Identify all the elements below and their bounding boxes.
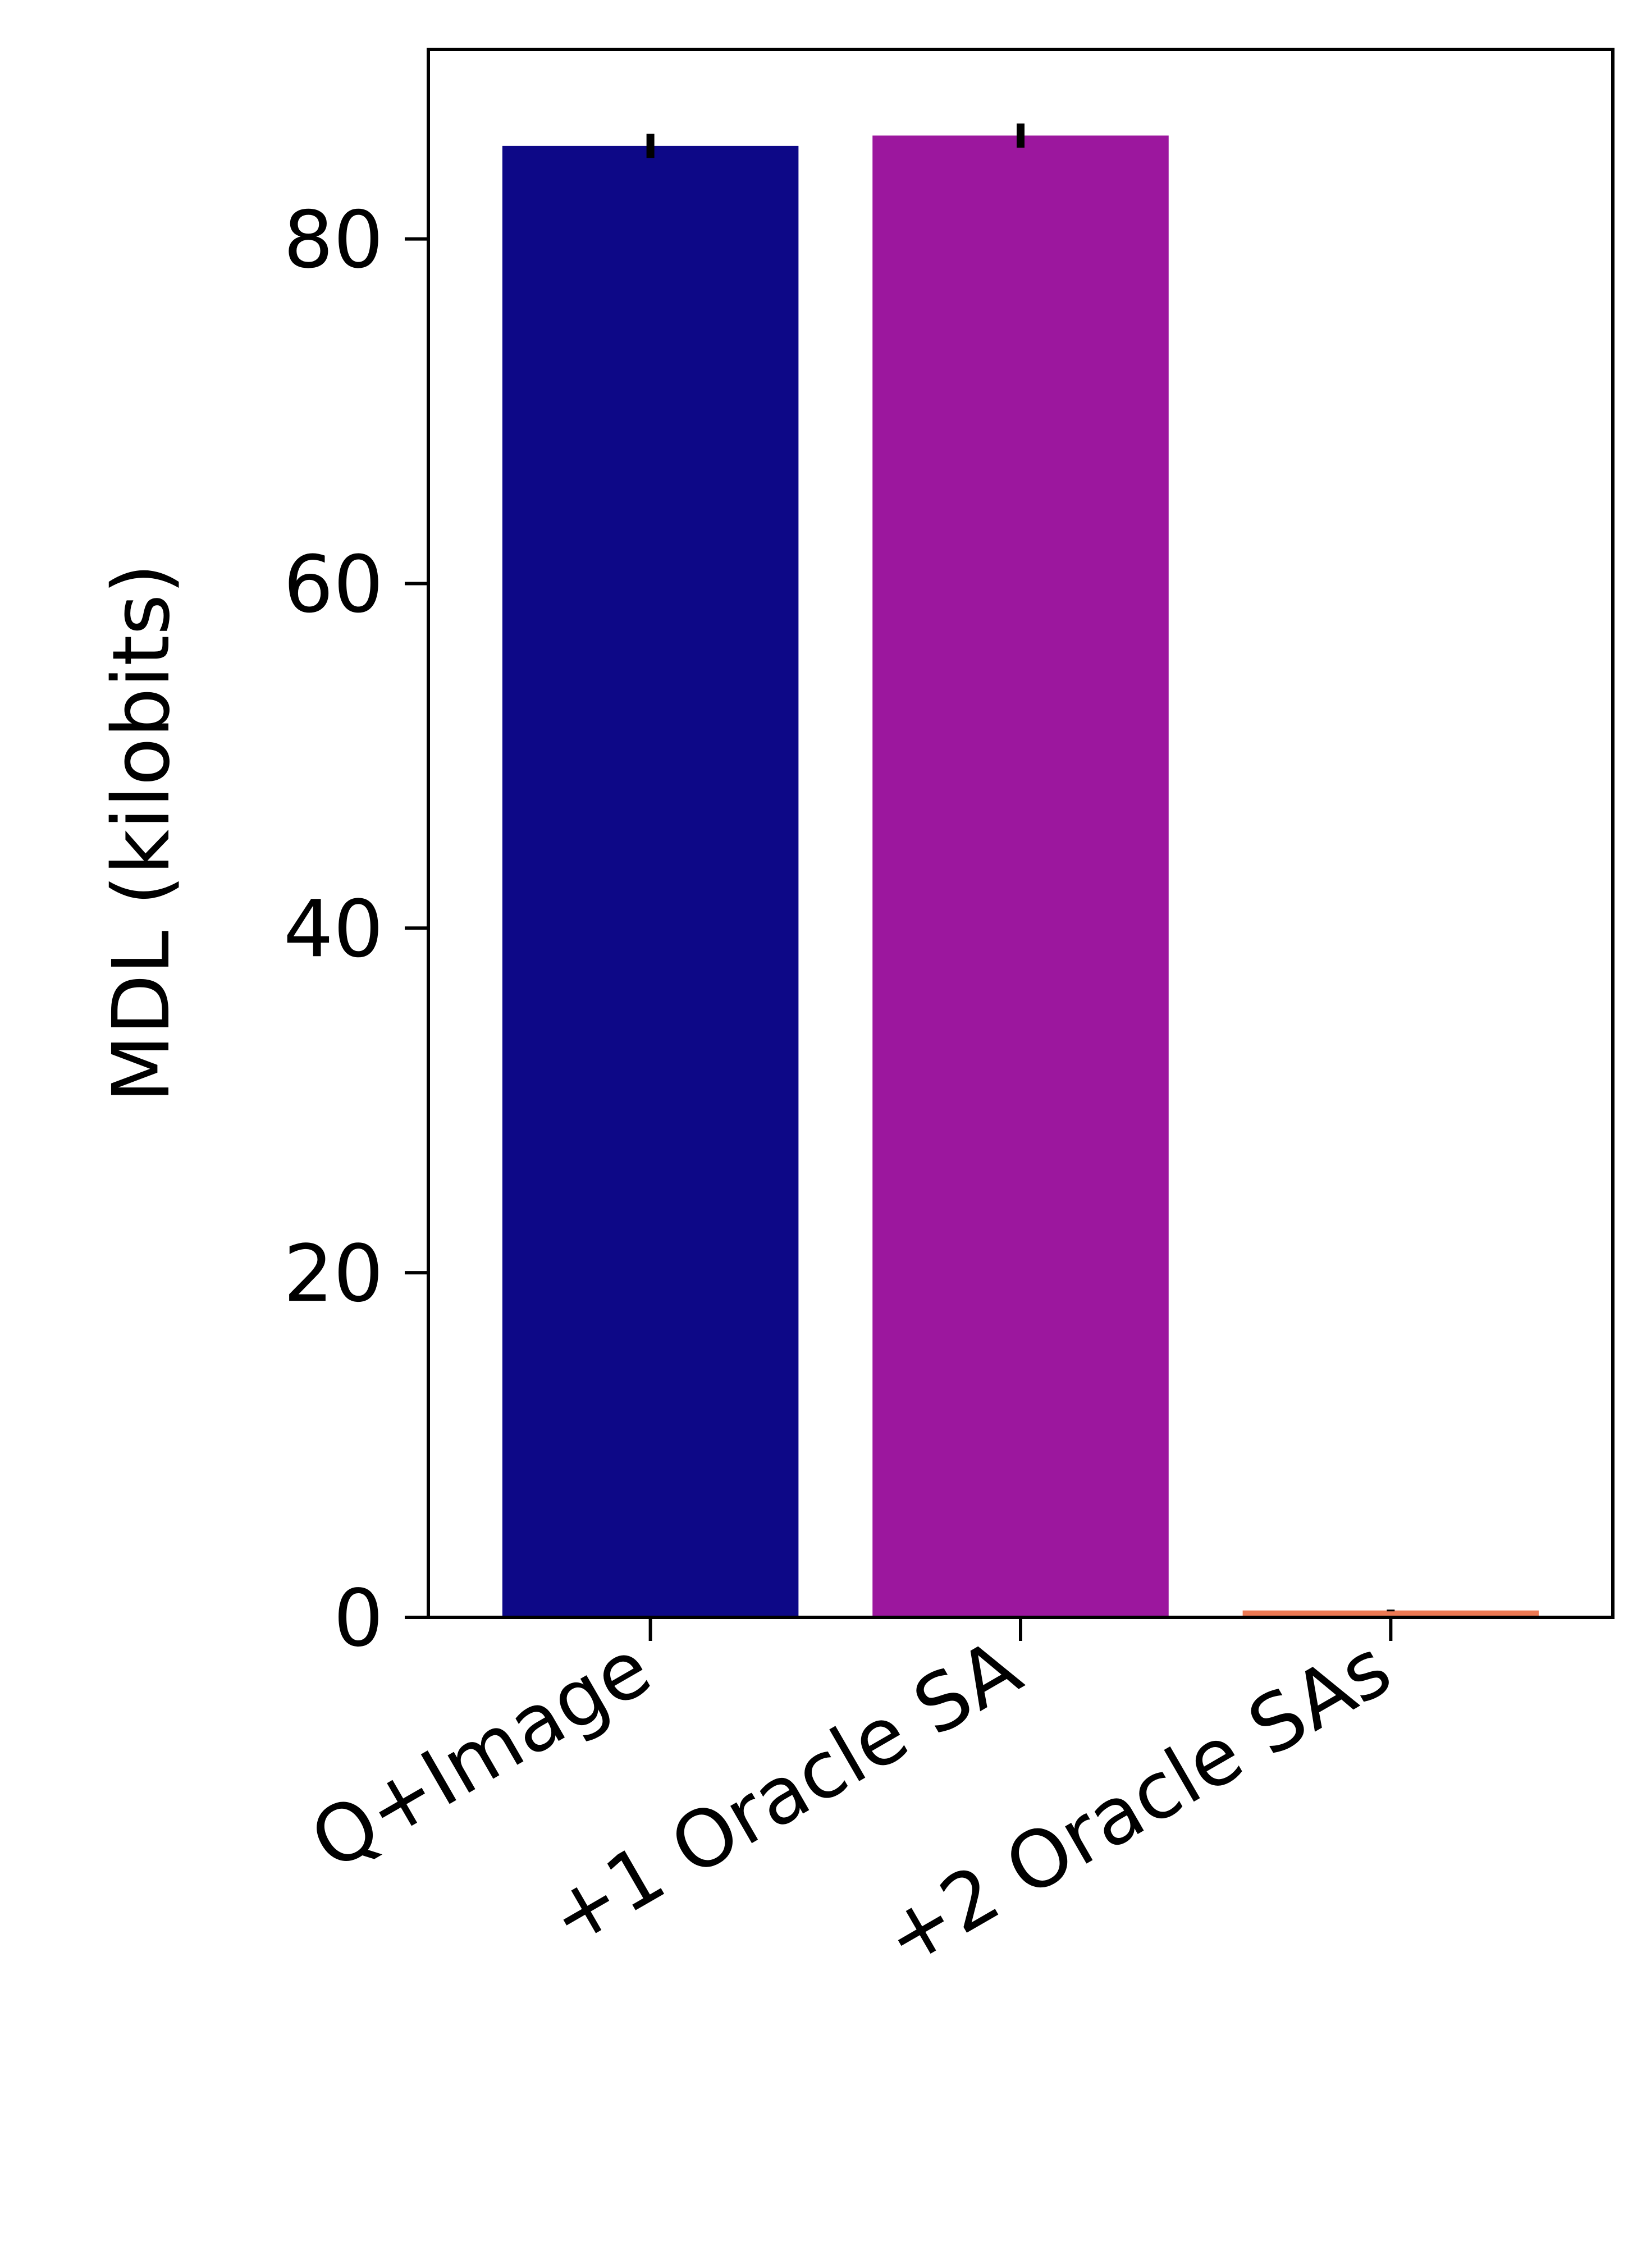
bar-2: [872, 135, 1169, 1618]
y-tick-label: 80: [283, 195, 383, 286]
y-axis-ticks: 0 20 40 60 80: [283, 195, 428, 1665]
bar-1: [502, 145, 799, 1617]
y-axis-title: MDL (kilobits): [96, 564, 187, 1103]
y-tick-label: 40: [283, 884, 383, 975]
bars-layer: [502, 135, 1539, 1618]
y-tick-label: 0: [333, 1573, 383, 1665]
bar-3: [1242, 1610, 1539, 1617]
error-bars-layer: [646, 123, 1395, 1612]
y-tick-label: 20: [283, 1228, 383, 1320]
y-tick-label: 60: [283, 539, 383, 630]
